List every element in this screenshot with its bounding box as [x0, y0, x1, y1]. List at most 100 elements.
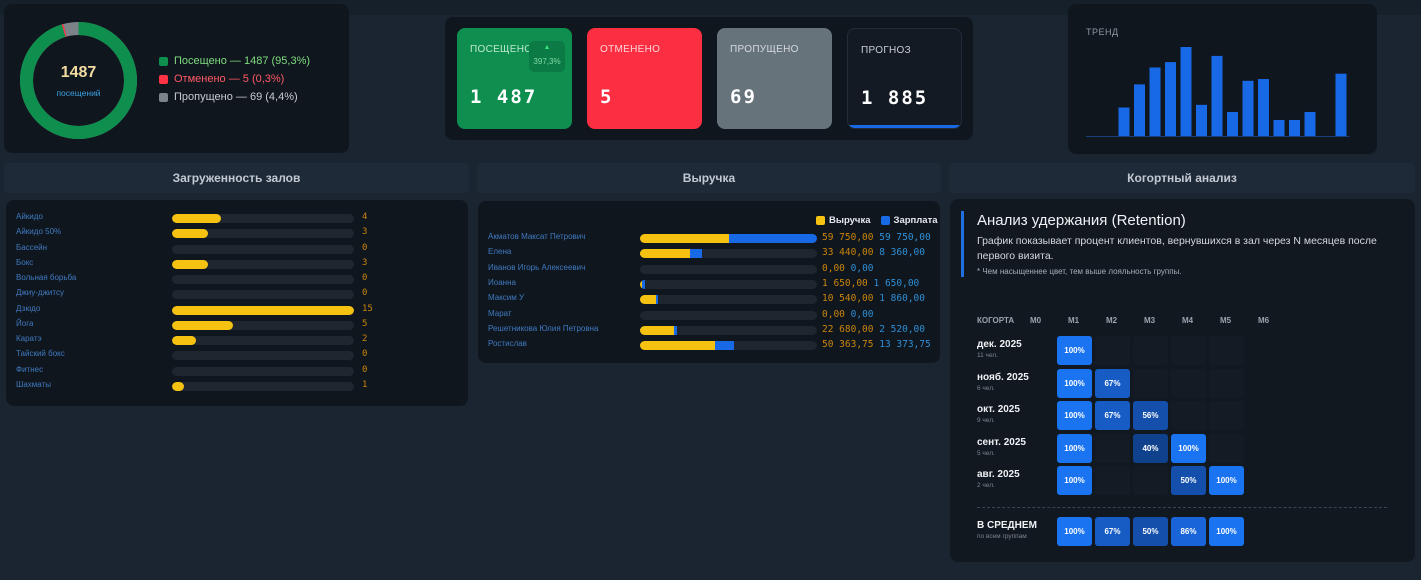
kpi-canceled[interactable]: ОТМЕНЕНО 5: [587, 28, 702, 129]
trend-bar[interactable]: [1289, 119, 1300, 136]
cohort-cell[interactable]: 40%: [1133, 433, 1168, 463]
cohort-cell[interactable]: 67%: [1095, 517, 1130, 546]
trend-bar[interactable]: [1242, 80, 1254, 136]
cohort-cell[interactable]: 56%: [1133, 401, 1168, 430]
trend-bar[interactable]: [1258, 79, 1269, 136]
cohort-month-header: M6: [1258, 316, 1270, 325]
cohort-empty-cell: [1209, 368, 1244, 398]
legend-missed-swatch: [159, 92, 168, 102]
trainer-name: Елена: [488, 247, 512, 257]
cohort-cell[interactable]: 100%: [1209, 517, 1244, 546]
cohort-accent-bar: [961, 211, 964, 277]
cohort-cell[interactable]: 100%: [1057, 368, 1092, 398]
legend-revenue-label: Выручка: [829, 215, 871, 226]
salary-bar-fill: [714, 341, 735, 351]
hall-value: 0: [362, 288, 368, 299]
top-strip: [0, 0, 1421, 15]
revenue-bar-track: [640, 325, 817, 335]
cohort-cell[interactable]: 67%: [1095, 401, 1130, 430]
trend-bar[interactable]: [1118, 107, 1130, 136]
trend-bar[interactable]: [1273, 119, 1285, 136]
trainer-name: Иоанна: [488, 277, 516, 287]
legend-canceled-label: Отменено — 5 (0,3%): [174, 73, 285, 85]
cohort-month-header: M5: [1220, 316, 1232, 325]
attendance-donut-chart: [20, 22, 137, 139]
hall-name: Дзюдо: [16, 303, 41, 313]
cohort-empty-cell: [1133, 336, 1168, 365]
trend-bar[interactable]: [1196, 104, 1207, 136]
revenue-value: 10 540,00: [822, 293, 874, 305]
hall-name: Каратэ: [16, 334, 42, 343]
hall-bar-track: [172, 214, 354, 223]
cohort-cell[interactable]: 100%: [1057, 336, 1092, 365]
hall-name: Йога: [16, 318, 34, 328]
trend-bar[interactable]: [1165, 62, 1176, 136]
cohort-row-label: нояб. 2025: [977, 371, 1029, 383]
hall-value: 3: [362, 257, 368, 268]
cohort-cell[interactable]: 100%: [1171, 433, 1206, 463]
trend-bar[interactable]: [1149, 67, 1161, 136]
trend-bar[interactable]: [1227, 111, 1238, 136]
hall-bar-fill: [172, 305, 354, 315]
revenue-bar-track: [640, 279, 817, 289]
revenue-values: 10 540,00 1 860,00: [822, 293, 925, 304]
trend-bar[interactable]: [1211, 55, 1223, 136]
halls-panel-header: Загруженность залов: [4, 163, 469, 193]
salary-bar-fill: [642, 279, 645, 289]
trainer-name: Максим У: [488, 293, 525, 303]
cohort-row-label: авг. 2025: [977, 469, 1020, 480]
hall-row: Дзюдо 15: [16, 304, 456, 316]
trend-bar[interactable]: [1180, 47, 1192, 136]
kpi-forecast[interactable]: ПРОГНОЗ 1 885: [847, 28, 962, 129]
cohort-cell[interactable]: 100%: [1057, 433, 1092, 463]
hall-bar-track: [172, 320, 354, 330]
cohort-month-header: M4: [1182, 316, 1194, 325]
revenue-values: 1 650,00 1 650,00: [822, 278, 919, 289]
cohort-row-label: окт. 2025: [977, 404, 1020, 415]
hall-row: Шахматы 1: [16, 380, 456, 392]
cohort-cell[interactable]: 100%: [1057, 401, 1092, 430]
revenue-row: Акматов Максат Петрович 59 750,00 59 750,…: [488, 232, 938, 244]
salary-bar-fill: [689, 249, 702, 259]
cohort-row-size: по всем группам: [977, 533, 1027, 540]
cohort-empty-cell: [1209, 336, 1244, 365]
revenue-values: 0,00 0,00: [822, 309, 874, 320]
hall-bar-track: [172, 336, 354, 345]
legend-visited-label: Посещено — 1487 (95,3%): [174, 55, 311, 67]
hall-value: 2: [362, 334, 368, 344]
kpi-missed[interactable]: ПРОПУЩЕНО 69: [717, 28, 832, 129]
revenue-card: Выручка Зарплата Акматов Максат Петрович…: [478, 201, 940, 363]
hall-bar-track: [172, 366, 354, 376]
revenue-bar-fill: [640, 249, 690, 259]
hall-bar-track: [172, 259, 354, 269]
trend-card: ТРЕНД: [1068, 4, 1377, 154]
cohort-empty-cell: [1095, 433, 1130, 463]
legend-missed: Пропущено — 69 (4,4%): [159, 91, 298, 103]
cohort-empty-cell: [1133, 368, 1168, 398]
revenue-values: 33 440,00 8 360,00: [822, 247, 925, 258]
trend-bar[interactable]: [1304, 111, 1316, 136]
legend-canceled-swatch: [159, 74, 168, 84]
cohort-cell[interactable]: 50%: [1133, 517, 1168, 546]
cohort-cell[interactable]: 100%: [1057, 466, 1092, 495]
cohort-cell[interactable]: 86%: [1171, 517, 1206, 546]
kpi-visited-value: 1 487: [470, 86, 538, 108]
trend-bar[interactable]: [1134, 84, 1145, 136]
revenue-value: 22 680,00: [822, 323, 874, 335]
kpi-forecast-accent: [848, 125, 961, 128]
trend-up-icon: ▲: [543, 44, 551, 51]
cohort-cell[interactable]: 100%: [1057, 517, 1092, 546]
cohort-empty-cell: [1171, 401, 1206, 430]
kpi-visited[interactable]: ПОСЕЩЕНО ▲ 397,3% 1 487: [457, 28, 572, 129]
revenue-bar-fill: [640, 234, 729, 243]
hall-bar-fill: [172, 259, 209, 269]
cohort-cell[interactable]: 50%: [1171, 466, 1206, 495]
hall-value: 1: [362, 379, 368, 390]
revenue-row: Решетникова Юлия Петровна 22 680,00 2 520…: [488, 324, 938, 336]
cohort-cell[interactable]: 100%: [1209, 466, 1244, 495]
revenue-row: Марат 0,00 0,00: [488, 309, 938, 321]
trend-bar[interactable]: [1335, 73, 1347, 136]
hall-row: Бассейн 0: [16, 243, 456, 255]
kpi-missed-value: 69: [730, 86, 757, 108]
cohort-cell[interactable]: 67%: [1095, 368, 1130, 398]
